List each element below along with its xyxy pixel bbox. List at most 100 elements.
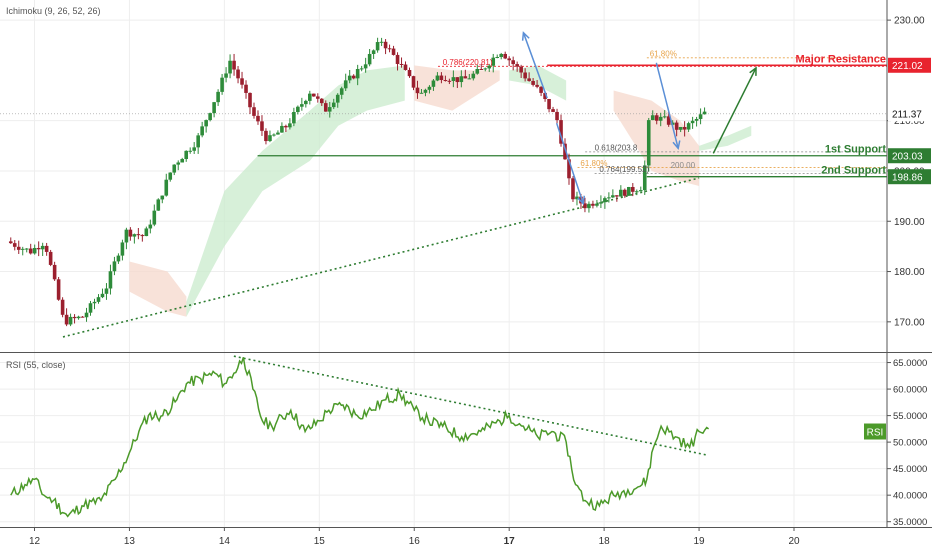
candle-body-114 [463, 76, 468, 79]
candle-body-15 [68, 316, 73, 325]
candle-body-149 [603, 198, 607, 203]
candle-body-115 [467, 78, 472, 80]
candle-body-91 [371, 50, 376, 54]
candle-body-160 [646, 120, 651, 166]
candle-body-18 [80, 316, 85, 318]
candle-body-118 [479, 69, 484, 71]
candle-body-50 [208, 113, 212, 121]
candle-body-9 [44, 245, 49, 252]
candle-body-113 [459, 76, 464, 83]
candle-body-164 [662, 116, 667, 118]
x-tick-label-1: 13 [124, 536, 136, 547]
rsi-tick-label-3: 50.0000 [893, 438, 927, 449]
candle-body-130 [527, 78, 531, 81]
rsi-line [10, 356, 710, 518]
candle-body-57 [236, 69, 240, 79]
rsi-series [10, 356, 710, 518]
candle-body-21 [92, 301, 97, 304]
candle-body-37 [156, 199, 161, 211]
candle-body-162 [654, 115, 659, 121]
candle-body-40 [168, 172, 173, 180]
resistance-price-badge-bg [888, 57, 931, 73]
support1-price-badge: 203.03 [892, 152, 923, 163]
candle-body-44 [184, 150, 189, 160]
arrow-shaft-0 [522, 32, 548, 99]
current-price-badge-bg [888, 106, 931, 122]
rsi-badge-bg [864, 423, 886, 440]
fib-label-1: 61.80% [650, 49, 677, 58]
candle-body-13 [60, 299, 65, 315]
price-tick-label-4: 180.00 [894, 267, 925, 278]
support2-price-badge-bg [888, 169, 931, 185]
candle-body-144 [583, 203, 587, 209]
candle-body-19 [84, 312, 89, 318]
candle-body-135 [547, 99, 551, 110]
candle-body-169 [682, 126, 687, 130]
candle-body-66 [272, 134, 276, 136]
candle-body-60 [248, 92, 252, 108]
candle-body-63 [260, 121, 264, 131]
price-series [8, 37, 707, 327]
candle-body-101 [411, 76, 416, 88]
x-tick-label-8: 20 [788, 536, 800, 547]
rsi-tick-label-1: 60.0000 [893, 385, 927, 396]
candle-body-138 [559, 120, 563, 144]
candle-body-124 [503, 53, 508, 59]
candle-body-29 [124, 229, 129, 243]
cloud-segment-1 [186, 65, 405, 317]
candle-body-131 [531, 80, 535, 85]
candle-body-94 [383, 41, 388, 49]
trendlines [62, 177, 709, 457]
candle-body-68 [280, 125, 284, 133]
rsi-trendline [233, 355, 709, 457]
candle-body-20 [88, 303, 93, 313]
fib-label-2: 0.618(203.8 [595, 143, 638, 152]
candle-body-62 [256, 115, 260, 122]
candle-body-3 [20, 248, 25, 250]
candle-body-119 [483, 68, 488, 70]
fib-label-0: 0.786(220.81) [443, 58, 493, 67]
candle-body-103 [419, 92, 424, 94]
candle-body-10 [48, 251, 53, 265]
candle-body-143 [579, 196, 583, 204]
candle-body-148 [599, 202, 603, 204]
arrow-shaft-3 [712, 67, 757, 154]
candle-body-95 [387, 48, 392, 50]
y-axis-panel [887, 0, 932, 550]
candle-body-32 [136, 234, 141, 236]
x-tick-label-2: 14 [219, 536, 231, 547]
cloud-segment-5 [699, 125, 752, 151]
candle-body-38 [160, 195, 165, 200]
candle-body-97 [395, 54, 400, 64]
candle-body-33 [140, 235, 145, 237]
candle-body-108 [439, 75, 444, 81]
candle-body-76 [312, 93, 316, 97]
price-tick-label-0: 230.00 [894, 16, 925, 27]
candle-body-174 [702, 111, 707, 115]
candle-body-116 [471, 73, 476, 79]
candle-body-70 [288, 123, 292, 128]
candle-body-126 [511, 60, 515, 65]
candle-body-161 [650, 115, 655, 121]
candle-body-55 [228, 60, 232, 74]
cloud-segment-2 [414, 65, 500, 111]
candle-body-155 [627, 187, 631, 196]
candle-body-75 [308, 93, 312, 101]
candle-body-30 [128, 229, 133, 237]
candle-body-39 [164, 179, 169, 196]
candle-body-4 [24, 248, 29, 250]
candle-body-11 [52, 264, 57, 280]
fib-label-3: 61.80% [580, 159, 607, 168]
candle-body-23 [100, 293, 105, 298]
level-name-2: 2nd Support [821, 165, 886, 177]
candle-body-6 [32, 247, 37, 254]
candle-body-89 [363, 64, 368, 69]
candle-body-83 [339, 88, 344, 95]
candle-body-90 [367, 53, 372, 65]
candle-body-74 [304, 100, 308, 105]
candle-body-7 [36, 247, 41, 250]
candle-body-8 [40, 245, 45, 250]
